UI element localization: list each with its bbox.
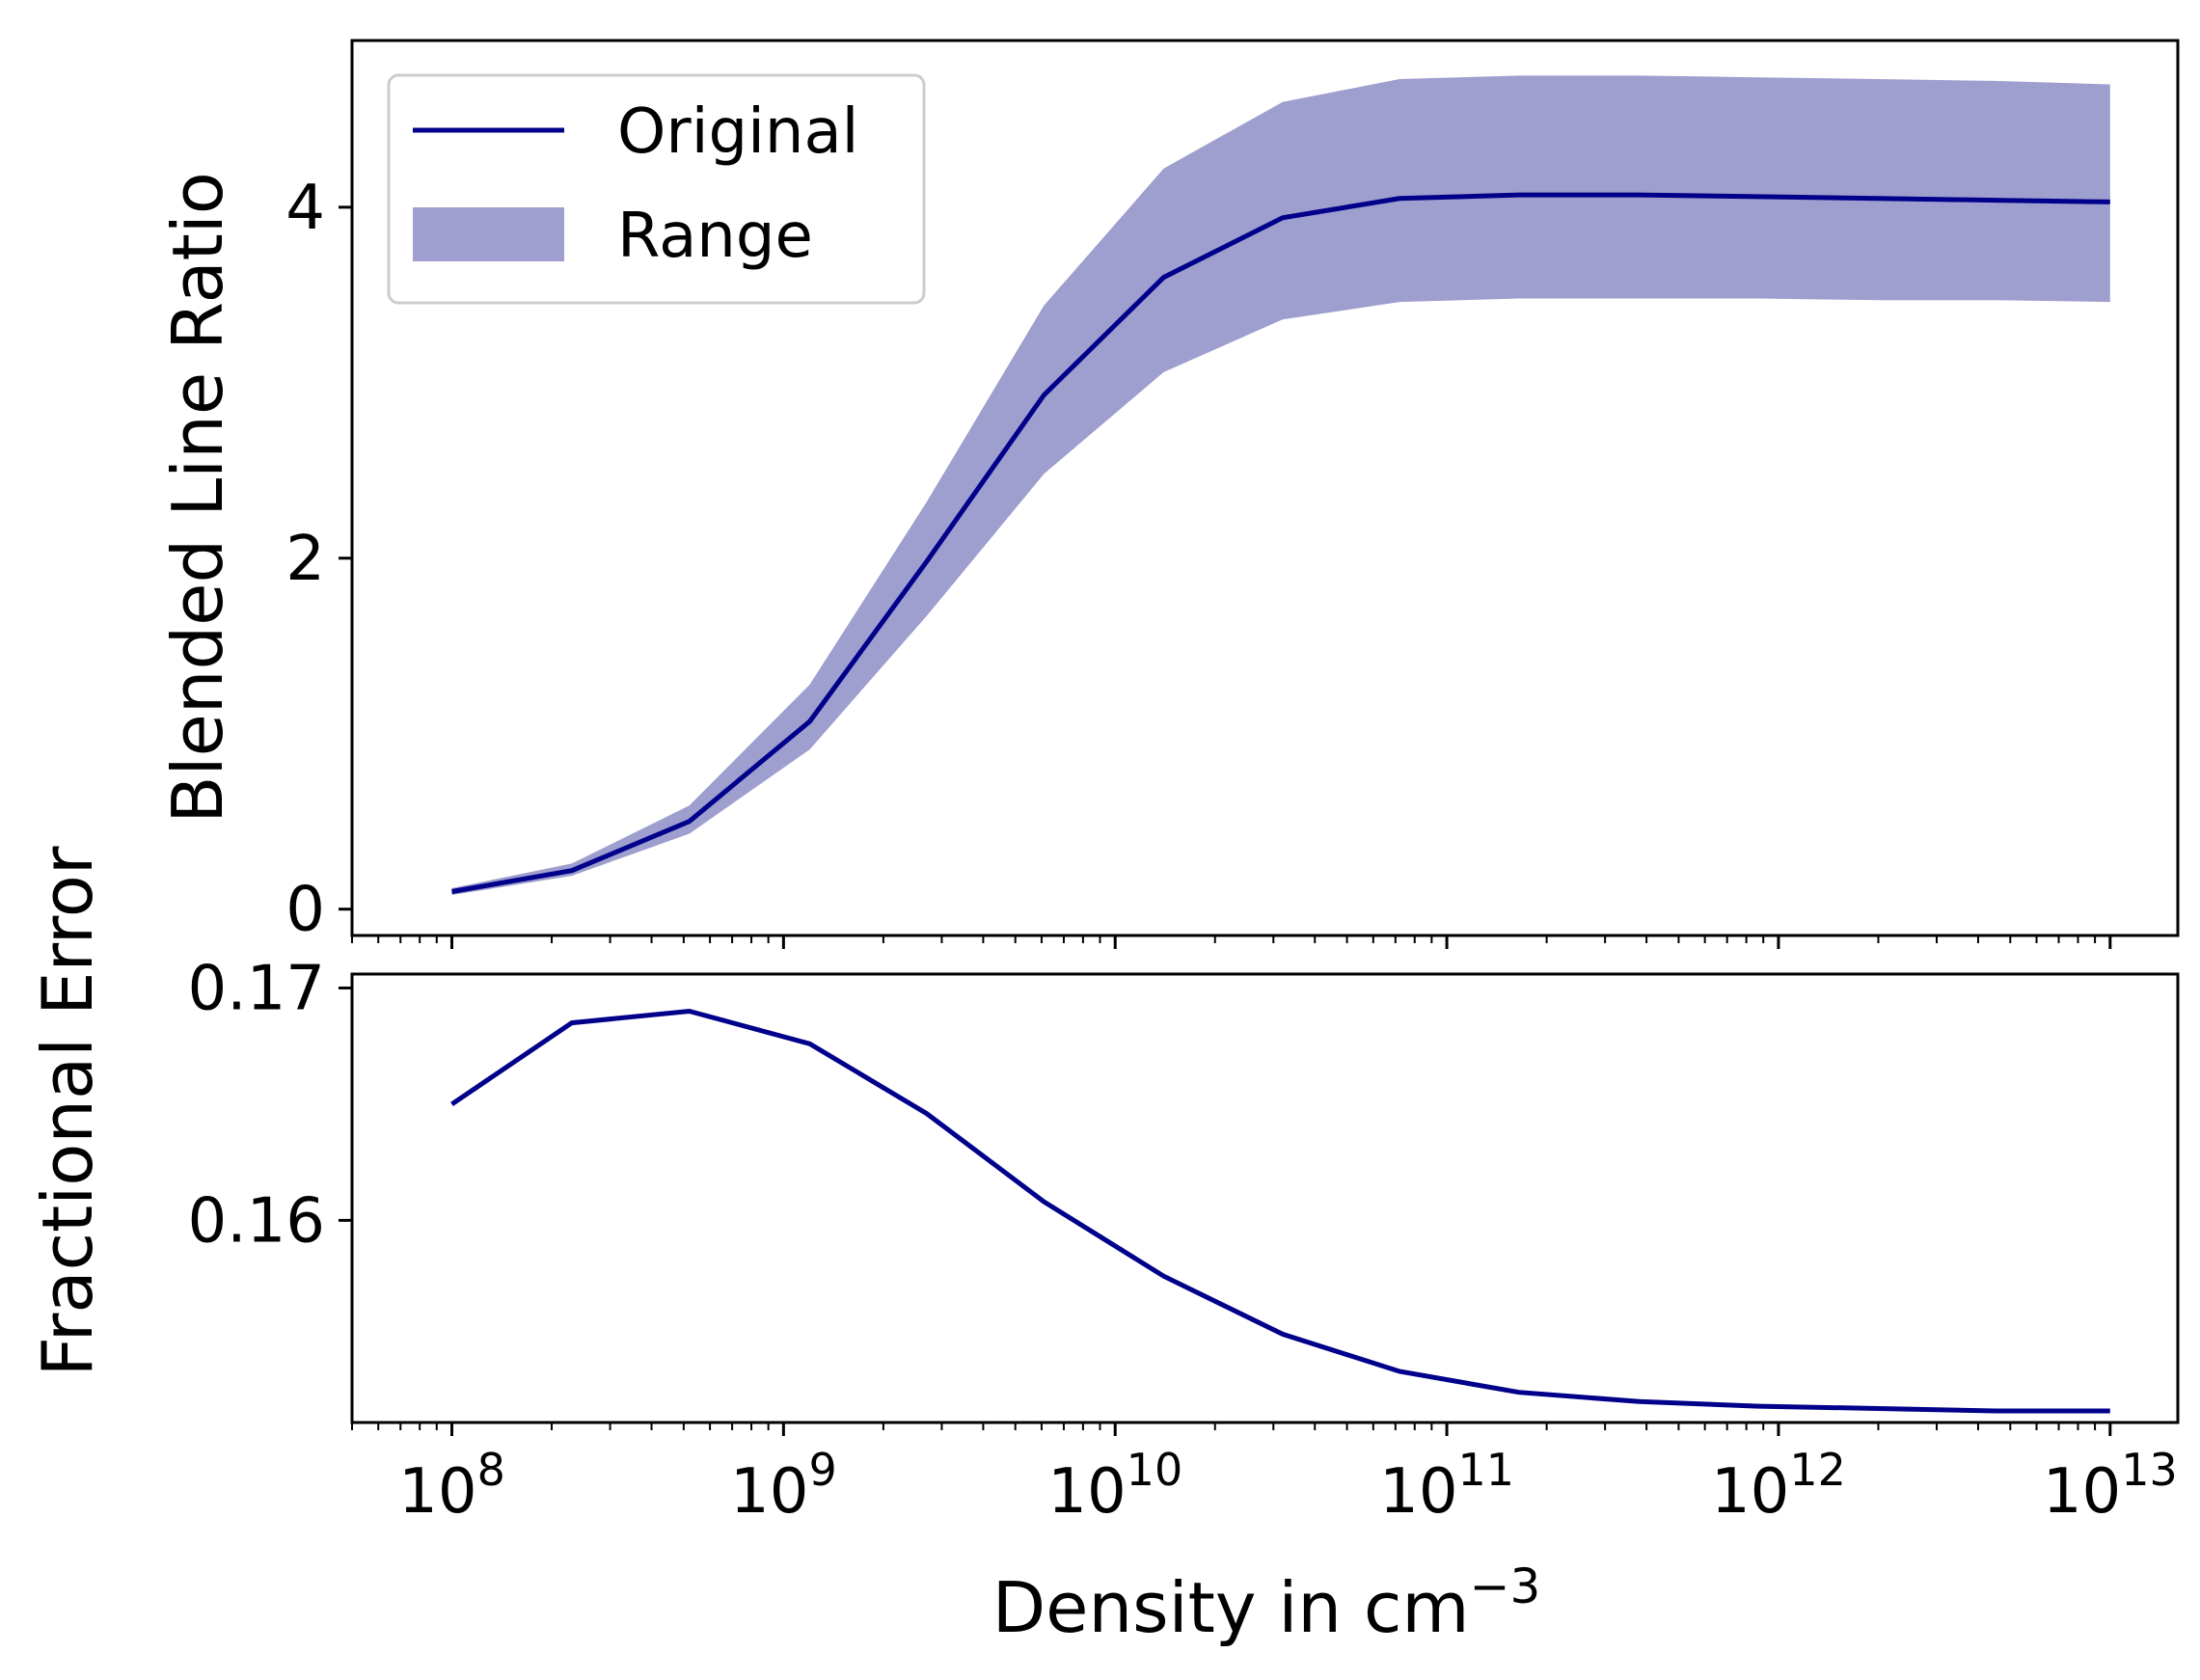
original-line [451,192,2110,894]
bottom-y-tick-label: 0.16 [188,1185,326,1257]
x-axis-label-exponent: −3 [1470,1558,1541,1614]
top-panel: 0 2 4 Blended Line Ratio Original Range [157,39,2180,949]
legend-label-original: Original [617,96,858,168]
bottom-y-axis-label: Fractional Error [27,846,108,1376]
bottom-x-ticks: 108 109 1010 1011 1012 1013 [351,1423,2178,1528]
x-axis-label-main: Density in cm [992,1567,1470,1648]
top-y-tick-label: 2 [285,524,325,595]
x-tick-label: 1013 [2043,1444,2178,1528]
x-tick-label: 1011 [1379,1444,1514,1528]
top-y-axis-label: Blended Line Ratio [157,172,238,824]
legend: Original Range [387,73,926,305]
top-y-ticks: 0 2 4 [285,173,352,946]
x-tick-label: 1012 [1711,1444,1846,1528]
bottom-y-ticks: 0.16 0.17 [188,953,352,1257]
legend-label-range: Range [617,201,813,272]
top-axes-frame [350,39,2180,937]
x-tick-label: 109 [730,1444,837,1528]
legend-band-swatch [413,207,564,261]
range-band [451,75,2110,896]
x-axis-label: Density in cm−3 [992,1558,1541,1648]
top-x-ticks [351,935,2112,949]
fractional-error-line [450,1008,2110,1414]
top-y-tick-label: 0 [285,875,325,946]
bottom-panel: 0.16 0.17 108 109 1010 1011 1012 1013 Fraction… [27,846,2180,1528]
bottom-y-tick-label: 0.17 [188,953,326,1024]
x-tick-label: 1010 [1047,1444,1182,1528]
bottom-axes-frame [350,972,2180,1424]
x-tick-label: 108 [398,1444,505,1528]
top-y-tick-label: 4 [285,173,325,244]
